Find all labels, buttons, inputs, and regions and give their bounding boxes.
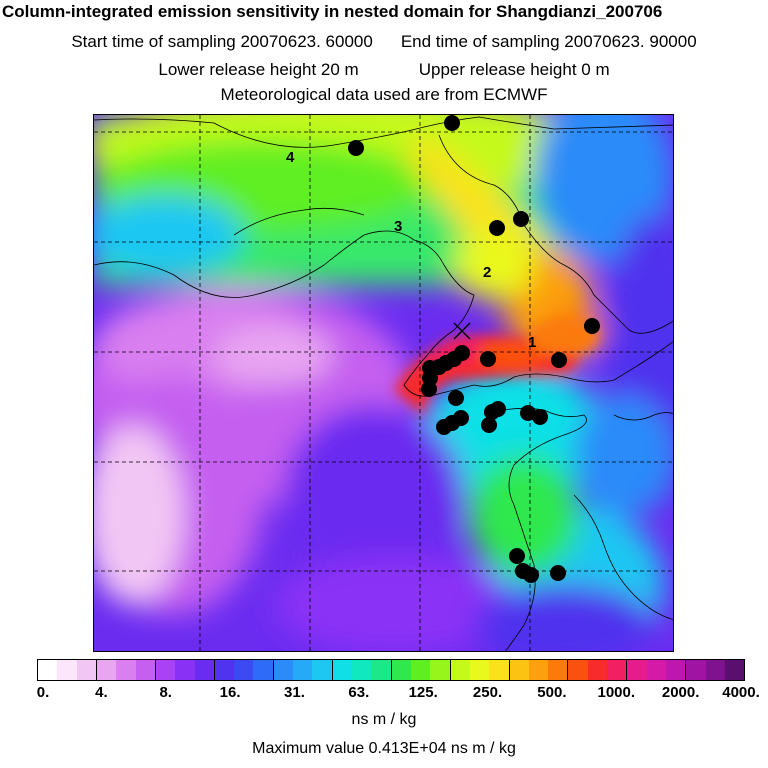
colorbar-swatch	[135, 660, 155, 680]
colorbar-swatch	[646, 660, 666, 680]
coastlines	[94, 116, 673, 651]
colorbar-tick-label: 250.	[472, 684, 503, 701]
colorbar-swatch	[449, 660, 470, 680]
release-heights: Lower release height 20 m Upper release h…	[0, 60, 768, 80]
colorbar-swatch	[685, 660, 706, 680]
colorbar-tick-label: 1000.	[597, 684, 636, 701]
colorbar-swatch	[154, 660, 176, 680]
sensitivity-map: 4 3 2 1	[93, 114, 674, 652]
colorbar-swatch	[371, 660, 391, 680]
colorbar-swatch	[666, 660, 686, 680]
colorbar-swatch	[705, 660, 725, 680]
colorbar-swatch	[116, 660, 136, 680]
colorbar-swatch	[489, 660, 509, 680]
colorbar-swatch	[430, 660, 450, 680]
colorbar-tick-label: 31.	[284, 684, 305, 701]
trajectory-label-2: 2	[483, 264, 491, 281]
start-time-label: Start time of sampling 20070623. 60000	[71, 32, 373, 51]
colorbar-swatch	[528, 660, 549, 680]
colorbar-swatch	[548, 660, 568, 680]
colorbar-swatch	[57, 660, 77, 680]
colorbar-swatch	[76, 660, 96, 680]
colorbar-swatch	[293, 660, 313, 680]
colorbar-tick-label: 16.	[219, 684, 241, 701]
maximum-value-label: Maximum value 0.413E+04 ns m / kg	[252, 740, 516, 757]
colorbar	[37, 659, 745, 681]
colorbar-swatch	[253, 660, 273, 680]
end-time-label: End time of sampling 20070623. 90000	[400, 32, 697, 51]
colorbar-swatch	[194, 660, 214, 680]
colorbar-swatch	[352, 660, 372, 680]
colorbar-swatch	[331, 660, 352, 680]
colorbar-swatch	[724, 660, 745, 680]
colorbar-swatch	[213, 660, 235, 680]
trajectory-points	[348, 115, 600, 583]
trajectory-label-1: 1	[528, 334, 536, 351]
colorbar-tick-label: 0.	[36, 684, 50, 701]
upper-release-label: Upper release height 0 m	[418, 60, 610, 79]
lat-lon-grid	[94, 115, 673, 651]
trajectory-label-3: 3	[394, 218, 402, 235]
x-icon	[453, 322, 471, 340]
colorbar-swatch	[469, 660, 490, 680]
colorbar-swatch	[312, 660, 332, 680]
colorbar-tick-labels: 0. 4. 8. 16. 31. 63. 125. 250. 500. 1000. 2000. 400…	[0, 684, 768, 704]
colorbar-swatch	[508, 660, 529, 680]
map-title: Column-integrated emission sensitivity i…	[2, 2, 663, 21]
colorbar-swatch	[95, 660, 117, 680]
colorbar-swatch	[587, 660, 608, 680]
colorbar-tick-label: 4000.	[722, 684, 760, 701]
colorbar-tick-label: 500.	[537, 684, 567, 701]
colorbar-swatch	[626, 660, 647, 680]
colorbar-swatch	[410, 660, 431, 680]
colorbar-swatch	[567, 660, 588, 680]
colorbar-tick-label: 63.	[348, 684, 370, 701]
colorbar-tick-label: 4.	[95, 684, 108, 701]
colorbar-tick-label: 2000.	[661, 684, 700, 701]
colorbar-swatch	[175, 660, 195, 680]
trajectory-label-4: 4	[286, 149, 295, 166]
sampling-times: Start time of sampling 20070623. 60000 En…	[0, 32, 768, 52]
colorbar-tick-label: 125.	[408, 684, 438, 701]
met-data-label: Meteorological data used are from ECMWF	[220, 85, 548, 104]
sensitivity-field: 4 3 2 1	[94, 115, 673, 651]
colorbar-swatch	[234, 660, 254, 680]
colorbar-swatch	[390, 660, 411, 680]
colorbar-units: ns m / kg	[351, 711, 417, 728]
colorbar-swatch	[38, 660, 58, 680]
colorbar-swatch	[607, 660, 627, 680]
colorbar-tick-label: 8.	[159, 684, 172, 701]
lower-release-label: Lower release height 20 m	[158, 60, 359, 79]
colorbar-swatch	[272, 660, 294, 680]
